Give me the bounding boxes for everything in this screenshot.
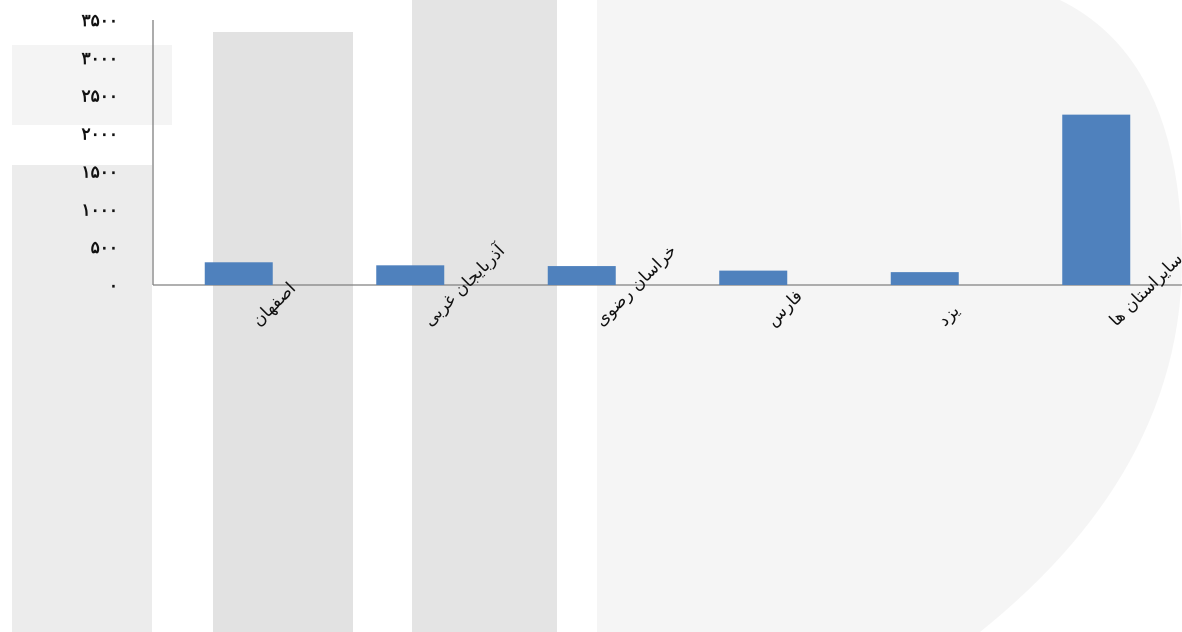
watermark-column-center-left: [213, 32, 353, 632]
bar: [376, 265, 445, 285]
watermark-block-small: [12, 45, 172, 125]
y-tick-labels: ۰ ۵۰۰ ۱۰۰۰ ۱۵۰۰ ۲۰۰۰ ۲۵۰۰ ۳۰۰۰ ۳۵۰۰: [81, 11, 118, 296]
y-tick-label: ۳۰۰۰: [81, 49, 118, 69]
bar: [204, 262, 273, 285]
watermark-column-left: [12, 165, 152, 632]
watermark-background: [12, 0, 1182, 632]
y-tick-label: ۳۵۰۰: [81, 11, 118, 31]
y-tick-label: ۰: [109, 276, 118, 296]
bar: [547, 266, 616, 285]
watermark-column-center: [412, 0, 557, 632]
bar: [1062, 114, 1131, 286]
bar: [890, 272, 959, 285]
y-tick-label: ۲۰۰۰: [81, 125, 118, 145]
y-tick-label: ۱۵۰۰: [81, 162, 118, 182]
y-tick-label: ۵۰۰: [91, 238, 118, 258]
y-tick-label: ۲۵۰۰: [81, 87, 118, 107]
y-tick-label: ۱۰۰۰: [81, 200, 118, 220]
axes: [152, 20, 1182, 286]
watermark-arc: [597, 0, 1182, 632]
bar: [719, 270, 788, 285]
bars: [204, 114, 1131, 286]
